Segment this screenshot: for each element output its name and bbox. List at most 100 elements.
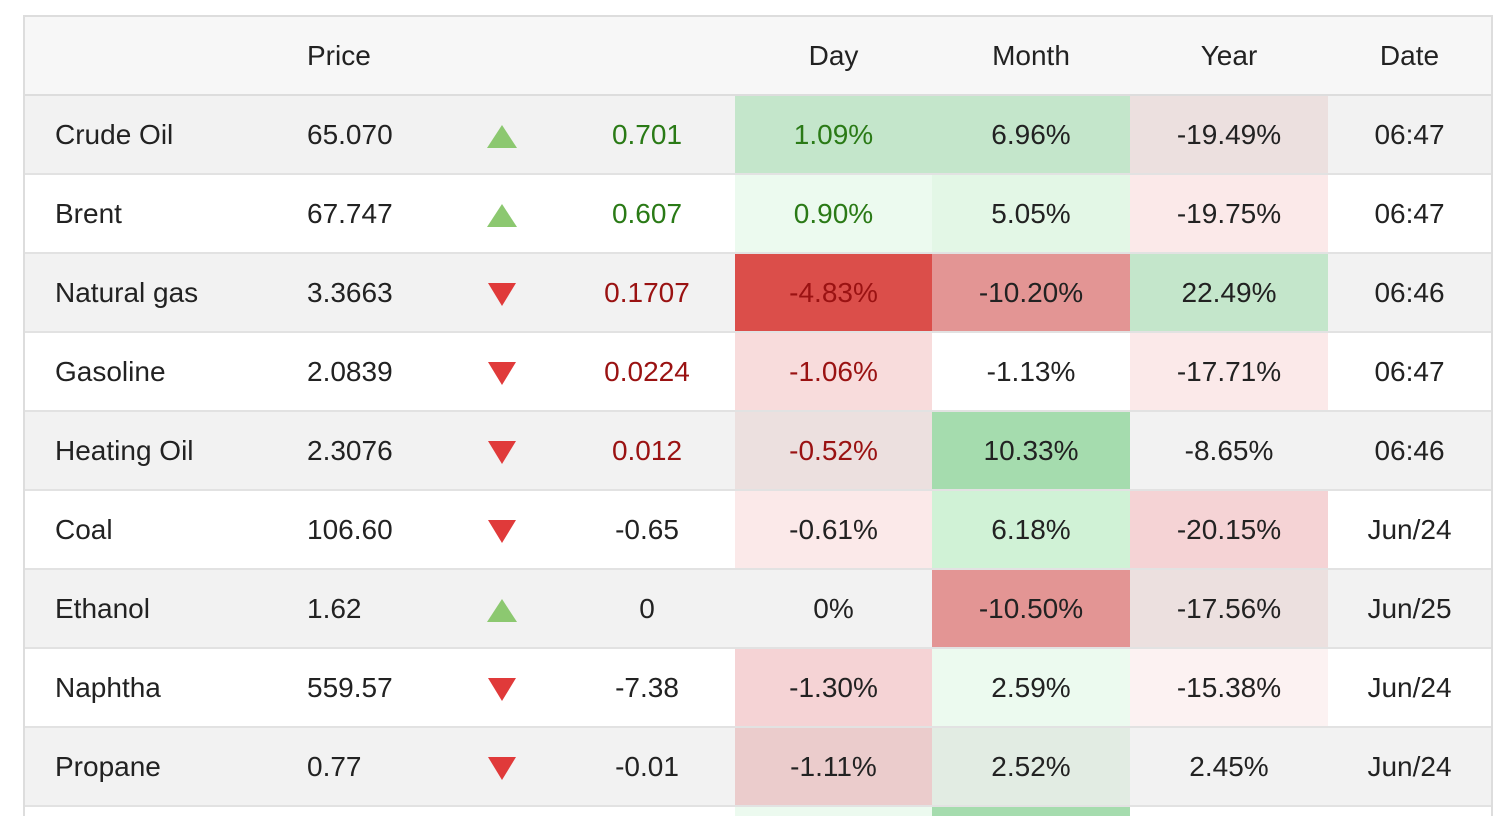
price-cell: 1.62 — [279, 569, 449, 649]
day-change-cell: -1.11% — [735, 727, 932, 807]
triangle-up-icon — [487, 598, 517, 622]
year-change-cell: -20.15% — [1130, 490, 1328, 570]
change-cell: -0.65 — [559, 490, 735, 570]
change-cell: -7.38 — [559, 648, 735, 728]
header-year[interactable]: Year — [1130, 17, 1328, 96]
partial-cell — [449, 806, 559, 816]
month-change-cell: 2.52% — [932, 727, 1130, 807]
partial-cell — [735, 806, 932, 816]
change-cell: 0.701 — [559, 95, 735, 175]
direction-cell — [449, 411, 559, 491]
table-row[interactable]: Natural gas 3.3663 0.1707 -4.83% -10.20% 22.4… — [25, 253, 1491, 333]
year-change-cell: -17.71% — [1130, 332, 1328, 412]
direction-cell — [449, 253, 559, 333]
triangle-down-icon — [488, 756, 516, 780]
direction-cell — [449, 648, 559, 728]
triangle-up-icon — [487, 124, 517, 148]
commodity-name-link[interactable]: Brent — [25, 174, 279, 254]
day-change-cell: 1.09% — [735, 95, 932, 175]
commodity-name-link[interactable]: Natural gas — [25, 253, 279, 333]
header-price[interactable]: Price — [279, 17, 449, 96]
table-row[interactable]: Coal 106.60 -0.65 -0.61% 6.18% -20.15% Jun/24 — [25, 490, 1491, 570]
month-change-cell: -10.50% — [932, 569, 1130, 649]
triangle-up-icon — [487, 203, 517, 227]
year-change-cell: -19.49% — [1130, 95, 1328, 175]
day-change-cell: -0.61% — [735, 490, 932, 570]
change-cell: 0 — [559, 569, 735, 649]
price-cell: 106.60 — [279, 490, 449, 570]
change-cell: -0.01 — [559, 727, 735, 807]
header-month[interactable]: Month — [932, 17, 1130, 96]
header-day[interactable]: Day — [735, 17, 932, 96]
partial-cell — [25, 806, 279, 816]
month-change-cell: -10.20% — [932, 253, 1130, 333]
date-cell: 06:47 — [1328, 95, 1491, 175]
price-cell: 2.0839 — [279, 332, 449, 412]
table-row[interactable]: Propane 0.77 -0.01 -1.11% 2.52% 2.45% Jun/24 — [25, 727, 1491, 807]
date-cell: 06:47 — [1328, 332, 1491, 412]
table-row[interactable]: Gasoline 2.0839 0.0224 -1.06% -1.13% -17.71% 0… — [25, 332, 1491, 412]
partial-cell — [1130, 806, 1328, 816]
commodity-name-link[interactable]: Heating Oil — [25, 411, 279, 491]
table-row[interactable]: Ethanol 1.62 0 0% -10.50% -17.56% Jun/25 — [25, 569, 1491, 649]
triangle-down-icon — [488, 519, 516, 543]
header-change — [559, 17, 735, 96]
table-header-row: Price Day Month Year Date — [25, 17, 1491, 96]
partial-cell — [1328, 806, 1491, 816]
date-cell: 06:47 — [1328, 174, 1491, 254]
day-change-cell: -1.30% — [735, 648, 932, 728]
header-name — [25, 17, 279, 96]
month-change-cell: -1.13% — [932, 332, 1130, 412]
commodities-table: Price Day Month Year Date Crude Oil 65.07… — [25, 17, 1491, 816]
price-cell: 559.57 — [279, 648, 449, 728]
month-change-cell: 5.05% — [932, 174, 1130, 254]
date-cell: 06:46 — [1328, 253, 1491, 333]
partial-cell — [559, 806, 735, 816]
change-cell: 0.0224 — [559, 332, 735, 412]
direction-cell — [449, 727, 559, 807]
table-row[interactable]: Brent 67.747 0.607 0.90% 5.05% -19.75% 06:47 — [25, 174, 1491, 254]
commodity-name-link[interactable]: Coal — [25, 490, 279, 570]
commodity-name-link[interactable]: Ethanol — [25, 569, 279, 649]
header-date[interactable]: Date — [1328, 17, 1491, 96]
direction-cell — [449, 95, 559, 175]
table-row[interactable]: Naphtha 559.57 -7.38 -1.30% 2.59% -15.38% Jun/… — [25, 648, 1491, 728]
year-change-cell: -8.65% — [1130, 411, 1328, 491]
change-cell: 0.1707 — [559, 253, 735, 333]
commodity-name-link[interactable]: Gasoline — [25, 332, 279, 412]
day-change-cell: 0.90% — [735, 174, 932, 254]
price-cell: 2.3076 — [279, 411, 449, 491]
direction-cell — [449, 490, 559, 570]
table-row[interactable]: Crude Oil 65.070 0.701 1.09% 6.96% -19.49% 06:… — [25, 95, 1491, 175]
triangle-down-icon — [488, 282, 516, 306]
partial-cell — [932, 806, 1130, 816]
price-cell: 3.3663 — [279, 253, 449, 333]
day-change-cell: -1.06% — [735, 332, 932, 412]
table-row-partial — [25, 806, 1491, 816]
commodity-name-link[interactable]: Crude Oil — [25, 95, 279, 175]
date-cell: 06:46 — [1328, 411, 1491, 491]
direction-cell — [449, 332, 559, 412]
commodity-name-link[interactable]: Naphtha — [25, 648, 279, 728]
partial-cell — [279, 806, 449, 816]
day-change-cell: 0% — [735, 569, 932, 649]
year-change-cell: 22.49% — [1130, 253, 1328, 333]
date-cell: Jun/24 — [1328, 727, 1491, 807]
day-change-cell: -0.52% — [735, 411, 932, 491]
direction-cell — [449, 569, 559, 649]
month-change-cell: 2.59% — [932, 648, 1130, 728]
commodity-name-link[interactable]: Propane — [25, 727, 279, 807]
triangle-down-icon — [488, 361, 516, 385]
change-cell: 0.012 — [559, 411, 735, 491]
table-row[interactable]: Heating Oil 2.3076 0.012 -0.52% 10.33% -8.65%… — [25, 411, 1491, 491]
direction-cell — [449, 174, 559, 254]
month-change-cell: 6.96% — [932, 95, 1130, 175]
commodities-table-container: Price Day Month Year Date Crude Oil 65.07… — [23, 15, 1493, 816]
price-cell: 67.747 — [279, 174, 449, 254]
month-change-cell: 6.18% — [932, 490, 1130, 570]
header-arrow — [449, 17, 559, 96]
month-change-cell: 10.33% — [932, 411, 1130, 491]
date-cell: Jun/24 — [1328, 648, 1491, 728]
triangle-down-icon — [488, 677, 516, 701]
price-cell: 0.77 — [279, 727, 449, 807]
